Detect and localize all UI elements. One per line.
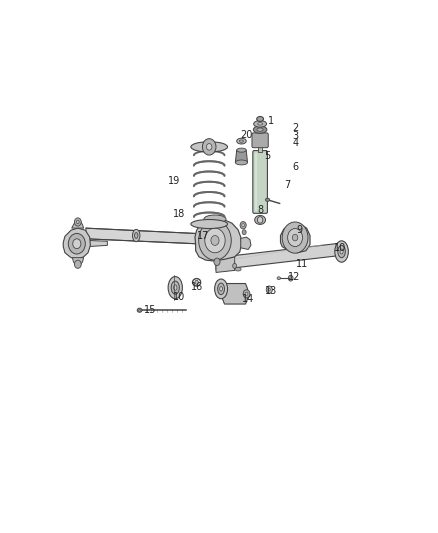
Text: 13: 13 [265,286,277,296]
Text: 2: 2 [293,124,299,133]
Circle shape [199,221,231,260]
Circle shape [74,260,81,268]
Circle shape [205,228,225,253]
Ellipse shape [240,140,244,142]
Ellipse shape [134,232,138,238]
Ellipse shape [254,120,267,127]
Circle shape [288,229,303,247]
Polygon shape [216,243,339,270]
Circle shape [245,292,248,295]
Ellipse shape [254,215,265,224]
Ellipse shape [340,249,343,254]
Circle shape [214,258,220,265]
FancyBboxPatch shape [258,146,262,152]
Text: 4: 4 [293,138,299,148]
Text: 7: 7 [284,180,290,190]
Text: 8: 8 [257,205,263,215]
Circle shape [258,216,263,223]
Polygon shape [63,228,90,259]
Ellipse shape [168,277,182,298]
Circle shape [74,218,81,226]
FancyBboxPatch shape [253,150,268,213]
Circle shape [266,286,272,293]
Polygon shape [72,219,84,228]
Circle shape [195,280,198,284]
Polygon shape [280,224,310,253]
Text: 9: 9 [296,225,302,235]
Polygon shape [195,219,241,261]
Ellipse shape [235,160,247,165]
Text: 10: 10 [173,292,185,302]
Ellipse shape [257,128,263,131]
Ellipse shape [173,285,177,290]
Circle shape [293,235,298,241]
Polygon shape [72,257,84,266]
Ellipse shape [218,283,225,295]
Circle shape [77,220,79,224]
Ellipse shape [277,277,280,280]
Ellipse shape [265,198,270,201]
Text: 15: 15 [144,305,157,315]
Ellipse shape [191,220,227,229]
Text: 6: 6 [293,163,299,172]
Ellipse shape [191,142,227,152]
Circle shape [73,239,81,248]
Circle shape [211,236,219,245]
Ellipse shape [137,308,142,312]
Ellipse shape [171,281,179,294]
Polygon shape [86,228,196,244]
Circle shape [233,263,237,268]
Circle shape [282,222,308,253]
Text: 10: 10 [334,243,346,253]
Circle shape [68,233,85,254]
Ellipse shape [138,309,141,311]
Ellipse shape [220,287,223,291]
Text: 18: 18 [173,209,185,219]
FancyBboxPatch shape [252,133,268,148]
Text: 17: 17 [197,231,209,241]
Text: 1: 1 [268,116,274,126]
Ellipse shape [237,148,246,152]
Ellipse shape [235,268,241,271]
Polygon shape [216,257,235,272]
Ellipse shape [237,138,246,144]
Ellipse shape [338,245,345,257]
Ellipse shape [132,229,140,241]
Text: 19: 19 [168,176,180,186]
Text: 11: 11 [296,259,308,269]
Text: 16: 16 [191,282,203,292]
Ellipse shape [335,241,348,262]
Polygon shape [88,240,107,247]
Text: 20: 20 [240,130,253,140]
Ellipse shape [257,117,264,122]
Circle shape [206,143,212,150]
Circle shape [242,230,246,235]
Ellipse shape [204,215,226,223]
Text: 14: 14 [242,294,254,304]
Polygon shape [241,237,251,249]
Text: 12: 12 [288,272,300,282]
Circle shape [202,139,216,155]
Circle shape [240,222,246,229]
Text: 5: 5 [265,151,271,161]
Polygon shape [235,150,247,163]
Ellipse shape [253,126,267,133]
Circle shape [288,276,293,281]
Circle shape [242,224,244,227]
Circle shape [243,290,250,298]
Ellipse shape [215,279,227,298]
Ellipse shape [258,123,262,125]
Circle shape [268,288,270,291]
Text: 3: 3 [293,131,299,141]
Polygon shape [223,284,247,304]
